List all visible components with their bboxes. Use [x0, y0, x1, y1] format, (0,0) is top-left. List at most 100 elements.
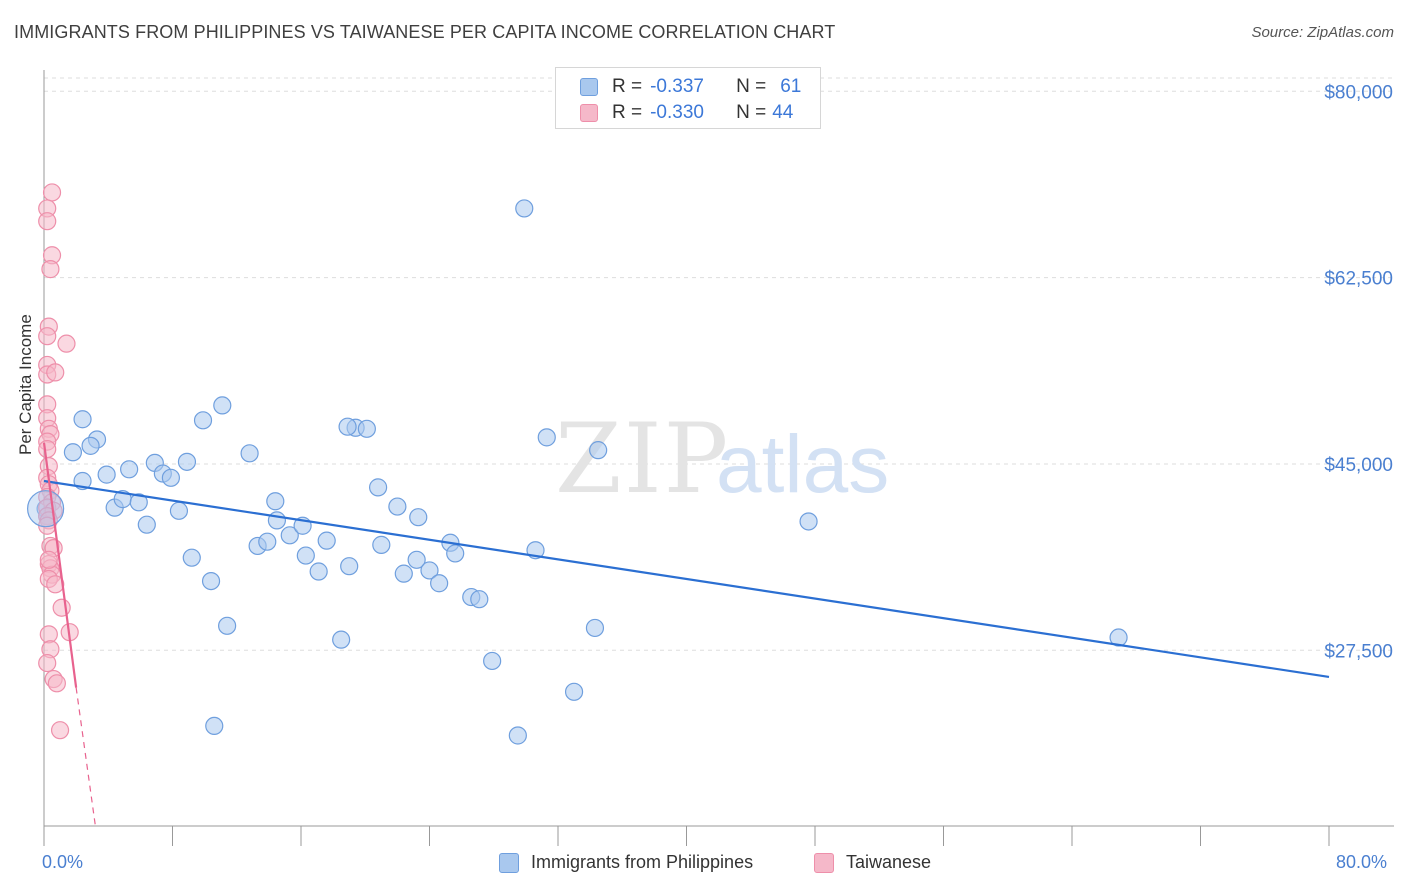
point-philippines: [81, 436, 100, 455]
point-philippines: [137, 515, 156, 534]
point-philippines: [372, 535, 391, 554]
data-points: [27, 183, 1128, 745]
point-philippines: [394, 564, 413, 583]
y-tick-label: $62,500: [1324, 269, 1393, 290]
point-philippines: [470, 590, 489, 609]
point-philippines: [169, 501, 189, 520]
series-legend: Immigrants from Philippines Taiwanese: [0, 850, 1406, 880]
point-philippines: [193, 411, 213, 430]
point-philippines: [182, 548, 201, 567]
stats-row-philippines: R = -0.337 N = 61: [580, 74, 801, 100]
point-philippines: [63, 443, 83, 462]
point-taiwanese: [38, 439, 57, 459]
point-philippines: [388, 497, 407, 516]
point-philippines: [213, 396, 232, 415]
legend-label: Immigrants from Philippines: [531, 852, 754, 872]
point-philippines: [1109, 628, 1128, 647]
x-axis-min-label: 0.0%: [42, 852, 84, 872]
point-taiwanese: [52, 598, 71, 617]
point-philippines: [340, 557, 359, 576]
point-philippines: [407, 550, 426, 569]
point-philippines: [266, 492, 285, 511]
grid-lines: [44, 77, 1394, 651]
n-value: 61: [780, 76, 802, 97]
point-philippines: [515, 199, 534, 218]
point-taiwanese: [41, 260, 60, 279]
point-taiwanese: [42, 183, 62, 202]
point-philippines: [201, 571, 221, 591]
point-taiwanese: [57, 334, 76, 353]
n-value: 44: [772, 102, 794, 123]
point-philippines: [508, 726, 527, 745]
y-tick-labels: $27,500 $45,000 $62,500 $80,000: [1324, 82, 1393, 662]
point-taiwanese: [46, 363, 65, 382]
point-philippines: [205, 716, 224, 736]
point-philippines: [420, 561, 439, 580]
point-philippines: [161, 468, 180, 487]
r-value: -0.337: [650, 76, 704, 97]
point-philippines: [369, 478, 388, 497]
point-philippines: [357, 419, 376, 438]
legend-label: Taiwanese: [846, 852, 932, 872]
point-philippines: [267, 511, 287, 530]
point-philippines: [537, 428, 556, 447]
watermark-zip: ZIP: [555, 403, 730, 515]
y-axis-label: Per Capita Income: [16, 314, 35, 455]
trend-line-taiwanese: [42, 442, 78, 688]
point-taiwanese: [38, 327, 57, 346]
trend-lines: [42, 442, 1330, 827]
r-value: -0.330: [650, 102, 704, 123]
trend-line-philippines: [43, 479, 1330, 679]
point-philippines-cluster: [27, 490, 65, 528]
watermark-atlas: atlas: [716, 419, 889, 510]
point-philippines: [430, 574, 449, 593]
stats-legend: R = -0.337 N = 61 R = -0.330 N = 44: [555, 67, 821, 129]
legend-swatch-pink: [814, 852, 834, 873]
point-taiwanese: [38, 212, 57, 231]
point-philippines: [564, 682, 584, 701]
point-philippines: [280, 526, 299, 545]
blue-swatch: [580, 78, 598, 96]
legend-swatch-blue: [499, 852, 519, 873]
legend-item-philippines[interactable]: Immigrants from Philippines: [499, 852, 753, 873]
point-philippines: [218, 616, 237, 635]
point-philippines: [799, 512, 818, 531]
r-label: R =: [612, 76, 643, 97]
r-label: R =: [612, 102, 643, 123]
point-philippines: [585, 618, 605, 638]
chart-title: IMMIGRANTS FROM PHILIPPINES VS TAIWANESE…: [14, 22, 836, 42]
point-philippines: [309, 562, 328, 581]
chart-source: Source: ZipAtlas.com: [1251, 24, 1394, 41]
point-philippines: [317, 531, 336, 550]
point-philippines: [332, 630, 351, 649]
x-axis-max-label: 80.0%: [1336, 852, 1388, 872]
point-philippines: [589, 441, 608, 460]
point-philippines: [409, 508, 428, 527]
stats-row-taiwanese: R = -0.330 N = 44: [580, 100, 793, 126]
point-taiwanese: [47, 674, 66, 693]
point-taiwanese: [39, 550, 58, 569]
point-taiwanese: [50, 721, 70, 740]
pink-swatch: [580, 104, 598, 122]
point-philippines: [258, 532, 277, 551]
n-label: N =: [736, 102, 767, 123]
point-philippines: [97, 465, 116, 484]
watermark: ZIP atlas: [555, 403, 889, 515]
point-philippines: [446, 544, 465, 563]
point-philippines: [73, 410, 92, 429]
y-tick-label: $45,000: [1324, 455, 1393, 476]
point-philippines: [296, 546, 315, 565]
y-tick-label: $80,000: [1324, 82, 1393, 103]
point-taiwanese: [46, 575, 65, 594]
point-philippines: [338, 417, 357, 436]
point-philippines: [177, 452, 197, 471]
point-taiwanese: [38, 653, 57, 673]
point-philippines: [120, 460, 139, 479]
n-label: N =: [736, 76, 767, 97]
legend-item-taiwanese[interactable]: Taiwanese: [814, 852, 931, 873]
point-philippines: [483, 651, 502, 671]
point-philippines: [240, 444, 259, 463]
point-philippines: [129, 493, 148, 512]
y-tick-label: $27,500: [1324, 641, 1393, 662]
